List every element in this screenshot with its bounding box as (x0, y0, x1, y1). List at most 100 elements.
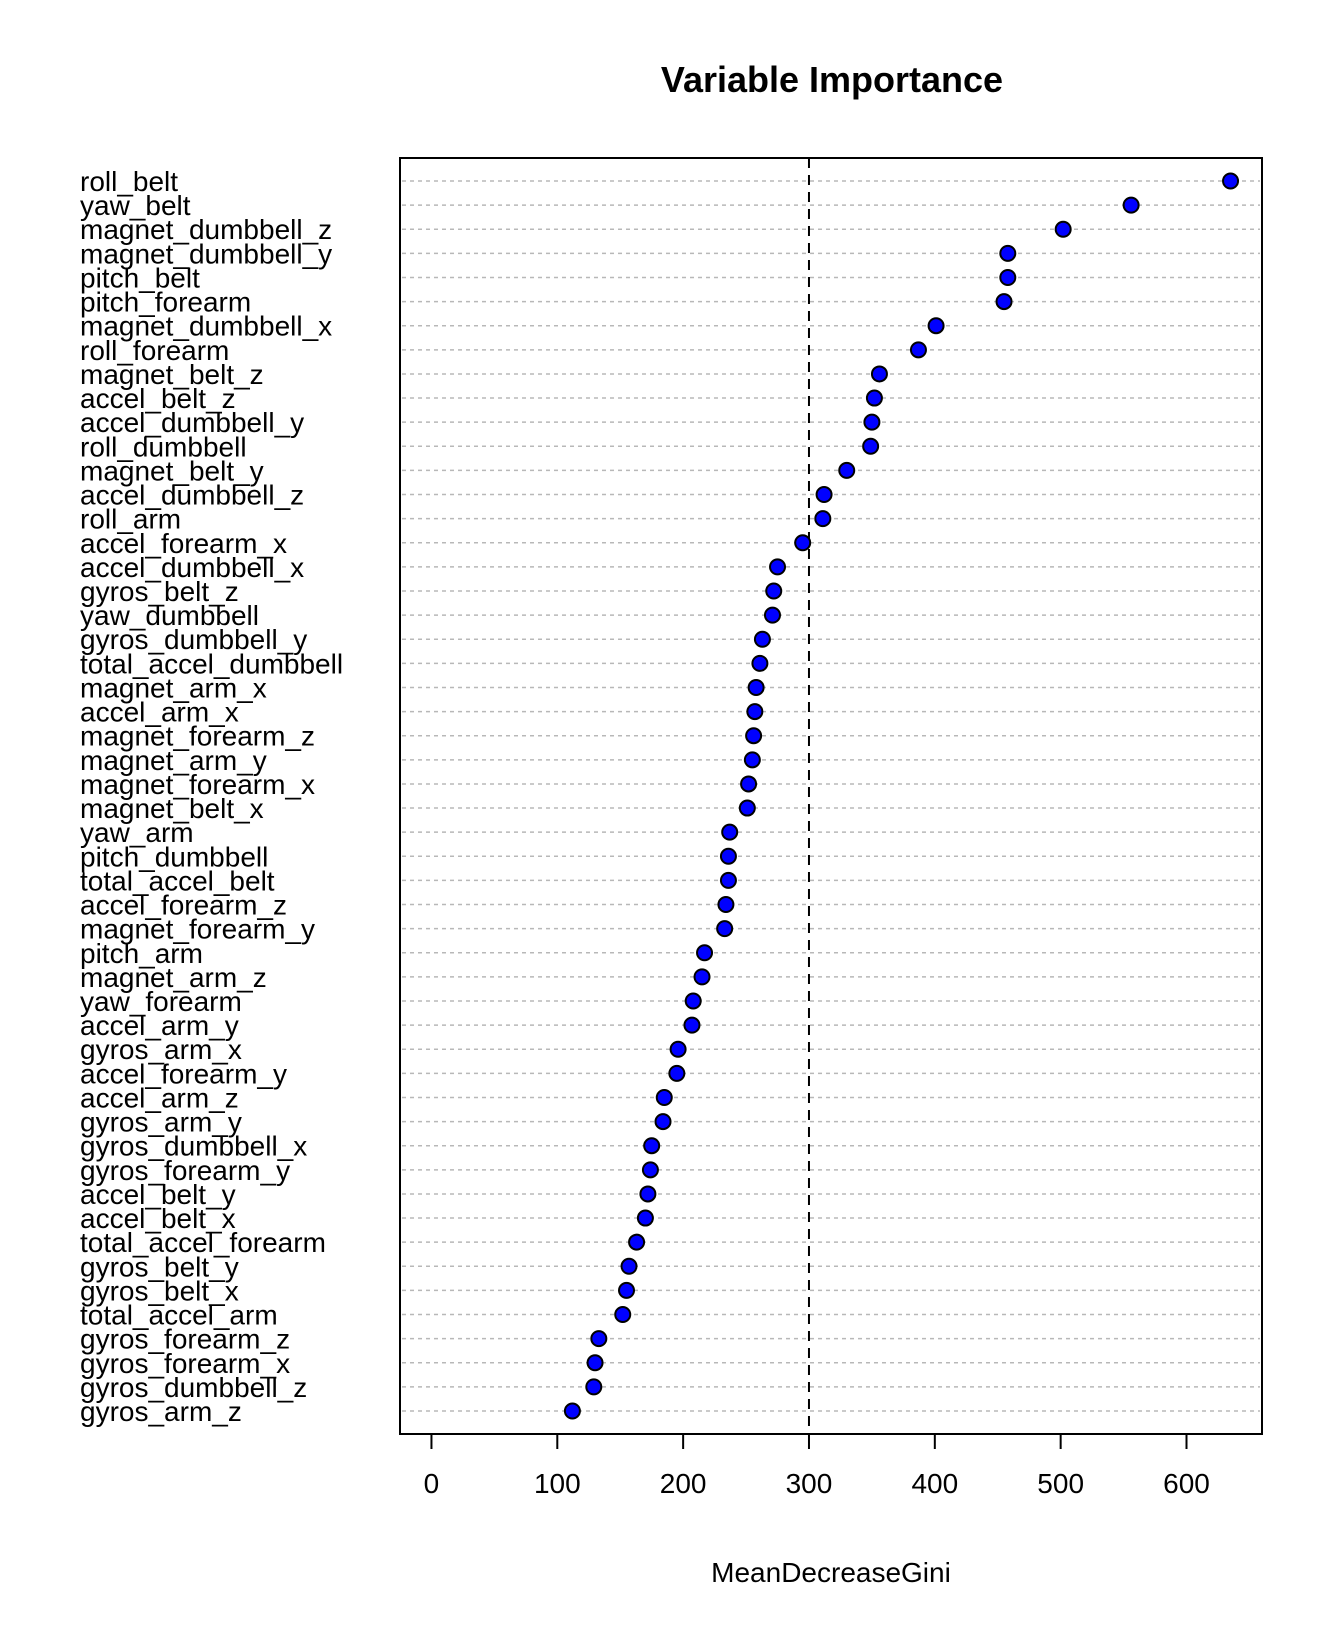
category-label: total_accel_arm (80, 1300, 278, 1331)
category-label: roll_dumbbell (80, 431, 247, 462)
x-tick-label: 0 (424, 1468, 440, 1499)
category-label: gyros_belt_z (80, 576, 239, 607)
data-point (745, 727, 763, 745)
data-point (654, 1113, 672, 1131)
category-label: magnet_forearm_z (80, 721, 315, 752)
category-label: accel_arm_x (80, 697, 239, 728)
data-point (620, 1257, 638, 1275)
category-label: roll_arm (80, 504, 181, 535)
category-label: accel_dumbbell_x (80, 552, 304, 583)
category-label: yaw_belt (80, 190, 191, 221)
category-labels: roll_beltyaw_beltmagnet_dumbbell_zmagnet… (80, 166, 343, 1427)
category-label: accel_dumbbell_y (80, 407, 304, 438)
data-point (838, 461, 856, 479)
category-label: total_accel_dumbbell (80, 648, 343, 679)
data-point (1122, 196, 1140, 214)
category-label: magnet_forearm_y (80, 914, 315, 945)
data-point (1054, 220, 1072, 238)
data-point (585, 1378, 603, 1396)
data-point (618, 1281, 636, 1299)
data-point (863, 413, 881, 431)
data-point (586, 1354, 604, 1372)
data-point (862, 437, 880, 455)
category-label: magnet_forearm_x (80, 769, 315, 800)
category-label: accel_belt_z (80, 383, 236, 414)
category-label: magnet_belt_x (80, 793, 264, 824)
x-axis-title: MeanDecreaseGini (711, 1557, 951, 1588)
grid-lines (402, 180, 1260, 1412)
data-point (636, 1209, 654, 1227)
category-label: gyros_forearm_x (80, 1348, 290, 1379)
data-point (763, 606, 781, 624)
x-tick-label: 300 (786, 1468, 833, 1499)
data-point (747, 678, 765, 696)
category-label: gyros_forearm_z (80, 1324, 290, 1355)
category-label: accel_arm_y (80, 1010, 239, 1041)
x-tick-label: 100 (534, 1468, 581, 1499)
data-point (655, 1088, 673, 1106)
category-label: yaw_dumbbell (80, 600, 259, 631)
data-point (927, 317, 945, 335)
data-point (614, 1306, 632, 1324)
data-point (683, 1016, 701, 1034)
category-label: total_accel_belt (80, 865, 275, 896)
category-label: gyros_belt_y (80, 1251, 239, 1282)
category-label: magnet_dumbbell_x (80, 311, 332, 342)
category-label: roll_belt (80, 166, 178, 197)
data-point (684, 992, 702, 1010)
x-tick-label: 200 (660, 1468, 707, 1499)
x-tick-label: 500 (1037, 1468, 1084, 1499)
data-point (696, 944, 714, 962)
category-label: gyros_dumbbell_y (80, 624, 307, 655)
x-tick-label: 600 (1163, 1468, 1210, 1499)
data-points (563, 172, 1240, 1420)
category-label: gyros_arm_y (80, 1107, 242, 1138)
chart-title: Variable Importance (661, 59, 1003, 100)
data-point (746, 703, 764, 721)
category-label: accel_forearm_z (80, 890, 287, 921)
data-point (639, 1185, 657, 1203)
data-point (716, 920, 734, 938)
category-label: accel_forearm_y (80, 1058, 287, 1089)
data-point (1222, 172, 1240, 190)
data-point (693, 968, 711, 986)
category-label: magnet_arm_x (80, 672, 267, 703)
data-point (717, 896, 735, 914)
category-label: gyros_arm_z (80, 1396, 242, 1427)
data-point (721, 823, 739, 841)
category-label: gyros_dumbbell_z (80, 1372, 307, 1403)
data-point (870, 365, 888, 383)
data-point (909, 341, 927, 359)
category-label: pitch_forearm (80, 287, 251, 318)
category-label: magnet_dumbbell_z (80, 214, 332, 245)
category-label: gyros_arm_x (80, 1034, 242, 1065)
data-point (740, 775, 758, 793)
data-point (765, 582, 783, 600)
category-label: magnet_dumbbell_y (80, 238, 332, 269)
category-label: gyros_belt_x (80, 1275, 239, 1306)
data-point (641, 1161, 659, 1179)
category-label: accel_belt_x (80, 1203, 236, 1234)
category-label: gyros_forearm_y (80, 1155, 290, 1186)
data-point (563, 1402, 581, 1420)
category-label: magnet_belt_y (80, 455, 264, 486)
data-point (814, 510, 832, 528)
category-label: pitch_dumbbell (80, 841, 268, 872)
category-label: accel_arm_z (80, 1082, 239, 1113)
data-point (995, 293, 1013, 311)
data-point (590, 1330, 608, 1348)
category-label: magnet_arm_z (80, 962, 267, 993)
category-label: pitch_arm (80, 938, 203, 969)
category-label: roll_forearm (80, 335, 229, 366)
data-point (794, 534, 812, 552)
data-point (815, 486, 833, 504)
category-label: pitch_belt (80, 262, 200, 293)
x-axis: 0 100 200 300 400 500 600 (424, 1433, 1210, 1499)
x-tick-label: 400 (911, 1468, 958, 1499)
category-label: gyros_dumbbell_x (80, 1131, 307, 1162)
data-point (668, 1064, 686, 1082)
data-point (999, 268, 1017, 286)
category-label: accel_forearm_x (80, 528, 287, 559)
data-point (743, 751, 761, 769)
